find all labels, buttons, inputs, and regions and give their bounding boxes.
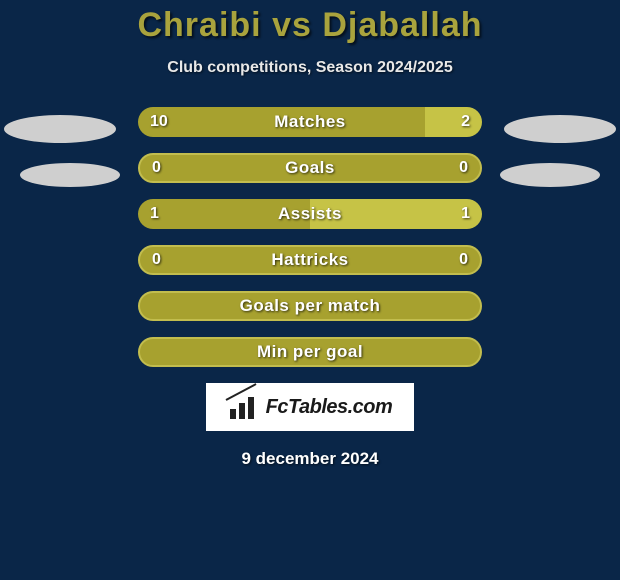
stat-value-right: 0 [459,159,468,177]
stat-label: Goals per match [140,296,480,316]
vs-text: vs [272,6,312,44]
player2-shadow-bottom [500,163,600,187]
logo-chart-icon [228,395,258,419]
player2-shadow-top [504,115,616,143]
stat-value-right: 0 [459,251,468,269]
player1-shadow-top [4,115,116,143]
stat-value-left: 0 [152,251,161,269]
stat-value-right: 1 [461,205,470,223]
bar-right-fill [310,199,482,229]
stat-row: Goals0 0 [138,153,482,183]
page-title: Chraibi vs Djaballah [0,0,620,45]
stat-row: Matches102 [138,107,482,137]
stat-label: Goals [140,158,480,178]
stat-row: Min per goal [138,337,482,367]
stat-value-left: 0 [152,159,161,177]
stat-value-right: 2 [461,113,470,131]
stat-row: Goals per match [138,291,482,321]
stat-row: Assists11 [138,199,482,229]
fctables-logo: FcTables.com [206,383,414,431]
player2-name: Djaballah [322,6,482,44]
subtitle: Club competitions, Season 2024/2025 [0,59,620,77]
bar-left-fill [138,199,310,229]
stat-value-left: 10 [150,113,168,131]
stat-label: Hattricks [140,250,480,270]
comparison-area: Matches102Goals00Assists11Hattricks00Goa… [0,107,620,367]
player1-shadow-bottom [20,163,120,187]
stat-row: Hattricks0 0 [138,245,482,275]
stat-bars: Matches102Goals00Assists11Hattricks00Goa… [138,107,482,367]
logo-text: FcTables.com [266,396,393,419]
date-text: 9 december 2024 [0,449,620,469]
bar-right-fill [425,107,482,137]
stat-value-left: 1 [150,205,159,223]
player1-name: Chraibi [137,6,261,44]
stat-label: Min per goal [140,342,480,362]
bar-left-fill [138,107,425,137]
